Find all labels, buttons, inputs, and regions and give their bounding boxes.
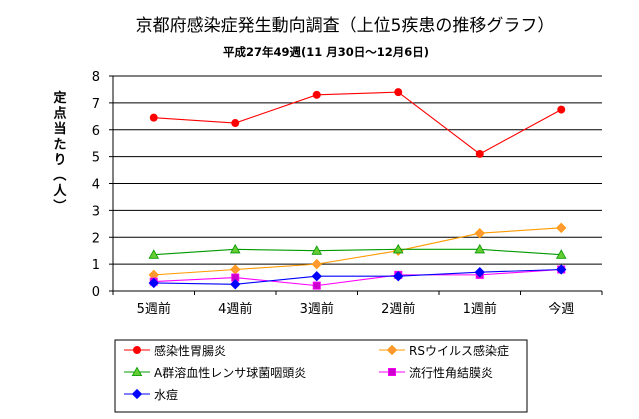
- legend-item: 流行性角結膜炎: [379, 366, 493, 380]
- y-label-char: 当: [53, 121, 66, 137]
- legend-marker: [386, 344, 398, 356]
- y-tick-label: 6: [92, 124, 100, 139]
- y-label-char: （: [51, 168, 67, 181]
- legend-box: [114, 339, 528, 413]
- data-point: [392, 243, 404, 254]
- y-tick-label: 8: [92, 70, 100, 85]
- x-tick-label: 3週前: [300, 301, 334, 317]
- data-point: [230, 279, 241, 290]
- y-tick-label: 0: [92, 285, 100, 300]
- series-1: [149, 88, 566, 158]
- y-tick-labels: 0 1 2 3 4 5 6 7 8: [92, 70, 100, 300]
- series-5: [148, 264, 567, 290]
- legend-marker: [387, 367, 396, 376]
- legend-label: 感染性胃腸炎: [154, 343, 226, 358]
- series-line: [153, 268, 562, 285]
- series-line: [153, 248, 562, 256]
- data-point: [311, 258, 322, 270]
- y-tick-label: 3: [92, 204, 100, 219]
- chart-title: 京都府感染症発生動向調査（上位5疾患の推移グラフ）: [136, 16, 555, 36]
- legend-label: A群溶血性レンサ球菌咽頭炎: [154, 365, 306, 380]
- y-label-char: 定: [52, 90, 66, 106]
- x-tick-label: 2週前: [381, 301, 415, 317]
- data-point: [557, 105, 566, 114]
- legend-item: 感染性胃腸炎: [124, 343, 226, 358]
- series-2: [148, 222, 567, 281]
- data-point: [475, 149, 484, 158]
- data-point: [148, 277, 159, 289]
- data-point: [556, 222, 567, 234]
- y-label-char: ）: [51, 199, 67, 212]
- chart-subtitle: 平成27年49週(11 月30日～12月6日): [223, 45, 429, 59]
- data-point: [393, 271, 404, 282]
- y-tick-label: 4: [92, 178, 100, 193]
- x-tick-labels: 5週前 4週前 3週前 2週前 1週前 今週: [137, 301, 575, 317]
- data-point: [474, 228, 485, 239]
- series-3: [148, 243, 567, 259]
- y-tick-label: 5: [92, 151, 100, 166]
- y-tick-label: 2: [92, 231, 100, 246]
- data-point: [311, 245, 323, 255]
- data-point: [229, 243, 241, 254]
- x-tick-label: 1週前: [463, 301, 497, 317]
- data-point: [394, 88, 403, 97]
- data-point: [312, 281, 321, 290]
- data-point: [555, 249, 567, 259]
- series-line: [153, 91, 562, 155]
- gridlines: [113, 75, 602, 265]
- y-label-char: 人: [53, 183, 67, 199]
- legend-label: RSウイルス感染症: [409, 343, 509, 358]
- x-tick-label: 今週: [548, 301, 574, 317]
- y-tick-label: 1: [92, 258, 100, 273]
- data-point: [231, 119, 240, 128]
- data-point: [230, 264, 241, 275]
- y-label-char: 点: [53, 106, 66, 122]
- x-tick-label: 5週前: [137, 301, 171, 317]
- legend-marker: [131, 366, 143, 377]
- axes: [109, 75, 603, 295]
- y-label-char: た: [53, 138, 66, 153]
- series-layer: [148, 88, 567, 290]
- data-point: [148, 249, 160, 259]
- y-tick-label: 7: [92, 97, 100, 112]
- data-point: [312, 90, 321, 99]
- series-line: [153, 268, 562, 287]
- series-4: [149, 265, 566, 290]
- data-point: [311, 271, 322, 282]
- legend-label: 流行性角結膜炎: [409, 366, 493, 380]
- legend-item: 水痘: [124, 387, 178, 402]
- data-point: [556, 264, 567, 275]
- y-label-char: り: [53, 153, 66, 168]
- legend-item: A群溶血性レンサ球菌咽頭炎: [124, 365, 306, 380]
- data-point: [474, 267, 485, 278]
- data-point: [474, 243, 486, 254]
- series-line: [153, 227, 562, 276]
- legend-marker: [131, 388, 143, 400]
- legend-item: RSウイルス感染症: [379, 343, 509, 358]
- legend-label: 水痘: [154, 387, 178, 402]
- legend-marker: [132, 345, 141, 354]
- x-tick-label: 4週前: [218, 301, 252, 317]
- data-point: [149, 113, 158, 122]
